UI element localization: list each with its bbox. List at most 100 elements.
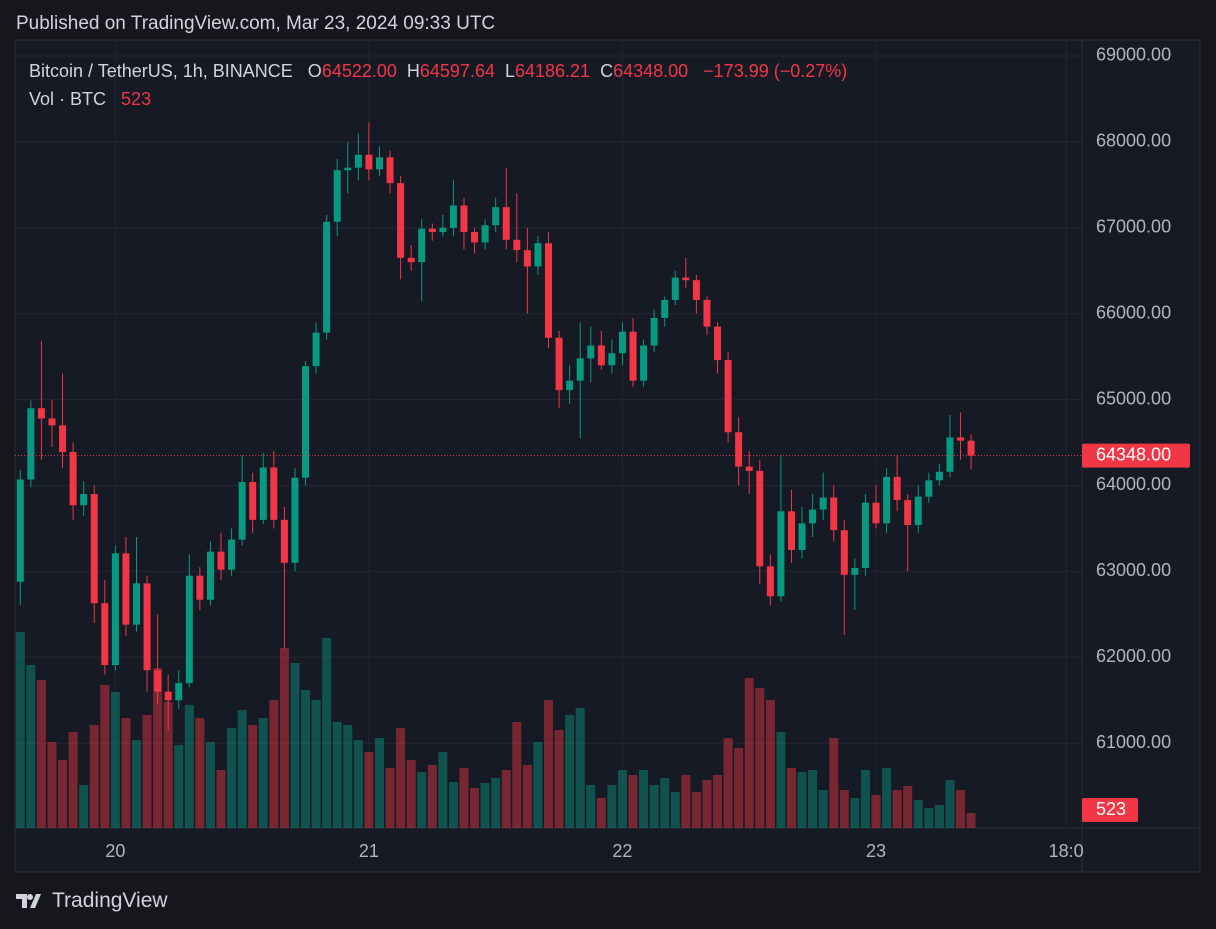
volume-bar: [58, 760, 68, 828]
candle-body: [59, 425, 67, 452]
brand-logo: [16, 894, 41, 908]
candle-body: [375, 157, 383, 170]
candle-body: [925, 480, 933, 497]
x-tick-label: 23: [866, 841, 886, 861]
volume-bar: [396, 728, 406, 828]
volume-title: Vol · BTC: [29, 89, 107, 109]
volume-bar: [723, 738, 733, 828]
volume-bar: [121, 718, 131, 828]
candle-body: [80, 494, 88, 506]
candle-body: [957, 437, 965, 441]
candle-body: [270, 467, 278, 520]
candle-body: [830, 497, 838, 531]
change: −173.99 (−0.27%): [703, 61, 848, 81]
volume-bar: [311, 700, 321, 828]
volume-bar: [649, 785, 659, 828]
volume-bar: [438, 752, 448, 828]
candle-body: [809, 509, 817, 524]
candle-body: [132, 583, 140, 625]
volume-bar: [279, 648, 289, 828]
volume-bar: [322, 638, 332, 828]
ohlc-label: O: [307, 61, 322, 81]
y-tick-label: 65000.00: [1096, 388, 1171, 408]
candle-body: [798, 523, 806, 550]
candle-body: [259, 467, 267, 520]
candle-body: [735, 432, 743, 467]
volume-bar: [290, 663, 300, 828]
volume-bar: [829, 738, 839, 828]
volume-bar: [575, 708, 585, 828]
volume-bar: [184, 705, 194, 828]
x-tick-label: 22: [612, 841, 632, 861]
candle-body: [16, 479, 24, 582]
volume-bar: [153, 668, 163, 828]
volume-bar: [639, 770, 649, 828]
volume-bar: [237, 710, 247, 828]
candle-body: [122, 553, 130, 625]
published-note: Published on TradingView.com, Mar 23, 20…: [16, 13, 496, 34]
volume-bar: [702, 780, 712, 828]
candle-body: [883, 476, 891, 524]
volume-bar: [956, 790, 966, 828]
symbol-title: Bitcoin / TetherUS, 1h, BINANCE: [29, 61, 293, 81]
candle-body: [27, 408, 35, 480]
candle-body: [439, 227, 447, 233]
candle-body: [819, 497, 827, 510]
candle-body: [175, 683, 183, 701]
volume-box: [1082, 798, 1138, 822]
ohlc: O64522.00 H64597.64 L64186.21 C64348.00: [298, 61, 688, 81]
candle-body: [523, 250, 531, 267]
last-price-box: [1082, 443, 1190, 468]
y-tick-label: 67000.00: [1096, 217, 1171, 237]
volume-bar: [691, 792, 701, 828]
volume-bar: [15, 632, 25, 828]
candle-body: [386, 157, 394, 184]
x-tick-label: 18:0: [1049, 841, 1084, 861]
candle-body: [576, 358, 584, 381]
volume-bar: [68, 732, 78, 828]
candle-body: [492, 207, 500, 226]
candle-body: [618, 331, 626, 354]
candle-body: [756, 470, 764, 567]
volume-bar: [459, 768, 469, 828]
volume-bar: [533, 742, 543, 828]
y-tick-label: 68000.00: [1096, 131, 1171, 151]
candle-body: [661, 299, 669, 318]
legend-row: Vol · BTC 523: [29, 85, 847, 113]
volume-bar: [607, 785, 617, 828]
candle-body: [323, 221, 331, 333]
volume-bar: [765, 700, 775, 828]
brand-name: TradingView: [52, 889, 168, 912]
volume-bar: [924, 808, 934, 828]
candle-body: [608, 353, 616, 366]
volume-bar: [945, 780, 955, 828]
candle-body: [851, 567, 859, 575]
y-tick-label: 63000.00: [1096, 560, 1171, 580]
volume-bar: [163, 702, 173, 828]
volume-bar: [966, 813, 976, 828]
candle-body: [671, 277, 679, 300]
volume-bar: [258, 718, 268, 828]
candle-body: [703, 299, 711, 327]
volume-bar: [776, 732, 786, 828]
candle-body: [312, 332, 320, 367]
y-tick-label: 61000.00: [1096, 732, 1171, 752]
candle-body: [787, 511, 795, 550]
candle-body: [471, 232, 479, 243]
volume-bar: [100, 685, 110, 828]
legend: Bitcoin / TetherUS, 1h, BINANCE O64522.0…: [29, 57, 847, 113]
candle-body: [840, 530, 848, 575]
candle-body: [333, 170, 341, 222]
volume-bar: [522, 765, 532, 828]
candle-body: [534, 243, 542, 267]
ohlc-value: 64348.00: [613, 61, 689, 81]
volume-bar: [406, 760, 416, 828]
candle-body: [692, 280, 700, 300]
candle-body: [69, 451, 77, 506]
candle-body: [967, 440, 975, 456]
volume-bar: [554, 730, 564, 828]
candle-body: [302, 366, 310, 478]
volume-bar: [660, 778, 670, 828]
candle-body: [724, 360, 732, 433]
